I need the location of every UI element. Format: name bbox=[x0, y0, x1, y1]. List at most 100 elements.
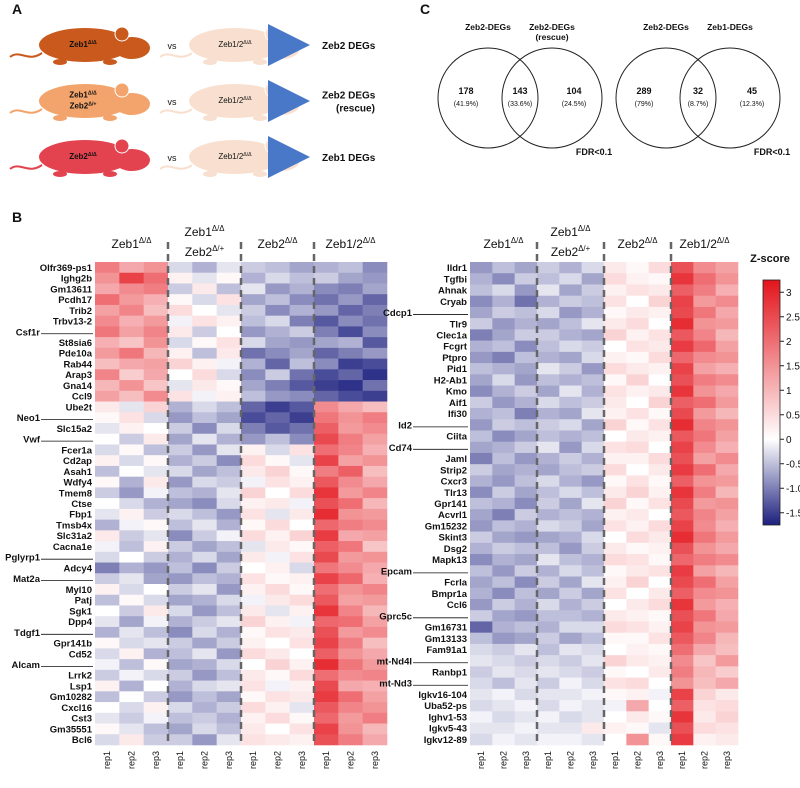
heatmap-cell bbox=[626, 531, 649, 544]
heatmap-cell bbox=[470, 374, 493, 386]
heatmap-cell bbox=[362, 626, 388, 638]
heatmap-cell bbox=[715, 542, 739, 555]
heatmap-cell bbox=[362, 562, 388, 574]
heatmap-cell bbox=[648, 464, 672, 476]
heatmap-cell bbox=[492, 396, 515, 409]
label: Zeb2Δ/+ bbox=[70, 101, 97, 110]
heatmap-cell bbox=[581, 722, 605, 735]
heatmap-cell bbox=[289, 691, 315, 703]
heatmap-cell bbox=[338, 444, 363, 456]
mouse-ear bbox=[264, 138, 280, 154]
heatmap-cell bbox=[119, 616, 144, 628]
heatmap-cell bbox=[143, 562, 169, 574]
heatmap-cell bbox=[338, 326, 363, 338]
gene-label: Gm13611 bbox=[50, 284, 92, 295]
heatmap-cell bbox=[168, 605, 193, 617]
heatmap-cell bbox=[514, 531, 538, 544]
heatmap-cell bbox=[604, 284, 627, 296]
heatmap-cell bbox=[192, 519, 217, 531]
heatmap-cell bbox=[626, 486, 649, 499]
vs-label: vs bbox=[168, 41, 178, 51]
heatmap-cell bbox=[581, 666, 605, 678]
heatmap-cell bbox=[289, 262, 315, 274]
label-base: Zeb2 bbox=[185, 245, 213, 259]
heatmap-cell bbox=[314, 562, 339, 574]
heatmap-cell bbox=[192, 337, 217, 349]
heatmap-cell bbox=[192, 358, 217, 370]
heatmap-cell bbox=[192, 573, 217, 585]
heatmap-cell bbox=[192, 508, 217, 520]
heatmap-cell bbox=[671, 295, 694, 308]
heatmap-cell bbox=[216, 508, 242, 520]
heatmap-cell bbox=[604, 273, 627, 285]
heatmap-cell bbox=[265, 712, 290, 724]
heatmap-cell bbox=[581, 542, 605, 555]
heatmap-cell bbox=[671, 621, 694, 633]
heatmap-cell bbox=[693, 396, 716, 409]
heatmap-cell bbox=[314, 390, 339, 402]
gene-label: Id2 bbox=[398, 420, 412, 431]
heatmap-cell bbox=[95, 530, 120, 542]
heatmap-cell bbox=[95, 412, 120, 424]
column-label: rep1 bbox=[248, 751, 258, 769]
heatmap-cell bbox=[168, 283, 193, 295]
heatmap-cell bbox=[581, 598, 605, 611]
heatmap-cell bbox=[216, 326, 242, 338]
heatmap-cell bbox=[168, 626, 193, 638]
gene-label: Tmsb4x bbox=[56, 520, 93, 531]
heatmap-cell bbox=[559, 531, 582, 544]
heatmap-cell bbox=[265, 412, 290, 424]
heatmap-cell bbox=[559, 452, 582, 465]
heatmap-cell bbox=[192, 616, 217, 628]
label: Zeb1/2Δ/Δ bbox=[218, 40, 252, 49]
heatmap-cell bbox=[581, 318, 605, 330]
heatmap-cell bbox=[715, 419, 739, 431]
heatmap-cell bbox=[537, 273, 560, 285]
heatmap-cell bbox=[671, 441, 694, 454]
heatmap-cell bbox=[671, 643, 694, 656]
heatmap-cell bbox=[168, 508, 193, 520]
gene-label: Gna14 bbox=[63, 381, 93, 392]
heatmap-cell bbox=[289, 626, 315, 638]
heatmap-cell bbox=[265, 723, 290, 735]
heatmap-cell bbox=[143, 659, 169, 671]
heatmap-cell bbox=[362, 272, 388, 284]
heatmap-cell bbox=[362, 294, 388, 306]
heatmap-cell bbox=[559, 329, 582, 341]
heatmap-cell bbox=[192, 702, 217, 714]
heatmap-cell bbox=[192, 659, 217, 671]
heatmap-cell bbox=[492, 509, 515, 521]
label-sup: Δ/Δ bbox=[212, 224, 225, 233]
heatmap-cell bbox=[514, 318, 538, 330]
heatmap-cell bbox=[581, 419, 605, 431]
heatmap-cell bbox=[95, 380, 120, 392]
heatmap-cell bbox=[559, 722, 582, 735]
heatmap-cell bbox=[604, 509, 627, 521]
heatmap-cell bbox=[648, 419, 672, 431]
heatmap-cell bbox=[671, 318, 694, 330]
gene-label: Gm16731 bbox=[425, 623, 468, 634]
heatmap-cell bbox=[581, 441, 605, 454]
heatmap-cell bbox=[514, 542, 538, 555]
heatmap-cell bbox=[693, 565, 716, 577]
heatmap-cell bbox=[289, 304, 315, 316]
label-sup: Δ/Δ bbox=[717, 236, 730, 245]
column-label: rep2 bbox=[499, 751, 509, 769]
heatmap-cell bbox=[338, 648, 363, 660]
heatmap-cell bbox=[216, 444, 242, 456]
heatmap-cell bbox=[514, 587, 538, 600]
heatmap-cell bbox=[168, 294, 193, 306]
heatmap-cell bbox=[537, 711, 560, 723]
heatmap-cell bbox=[289, 573, 315, 585]
heatmap-cell bbox=[671, 430, 694, 443]
heatmap-cell bbox=[289, 519, 315, 531]
heatmap-cell bbox=[514, 329, 538, 341]
heatmap-cell bbox=[470, 441, 493, 454]
heatmap-cell bbox=[119, 315, 144, 327]
heatmap-cell bbox=[604, 374, 627, 386]
heatmap-cell bbox=[143, 444, 169, 456]
heatmap-cell bbox=[362, 455, 388, 467]
heatmap-cell bbox=[168, 304, 193, 316]
heatmap-cell bbox=[241, 358, 266, 370]
heatmap-cell bbox=[338, 272, 363, 284]
